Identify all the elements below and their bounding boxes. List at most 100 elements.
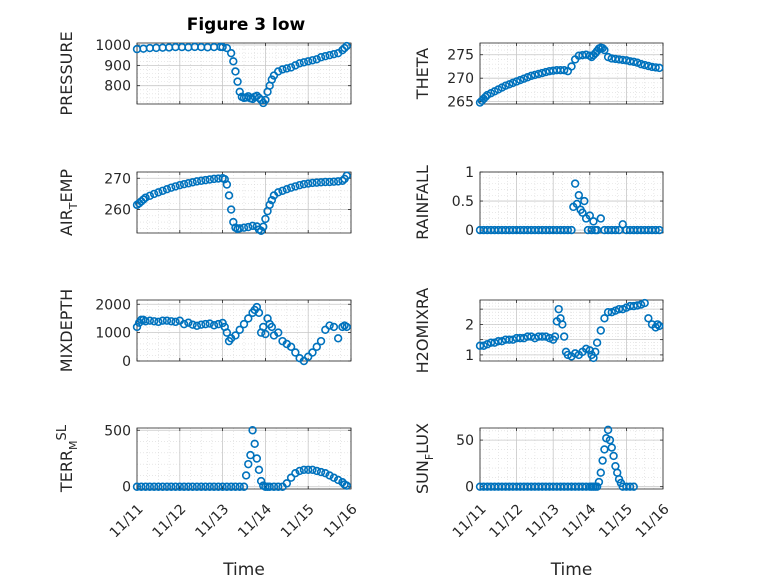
- data-point: [291, 182, 300, 191]
- data-point: [567, 62, 576, 71]
- data-point: [598, 456, 607, 465]
- x-axis-label: Time: [550, 560, 593, 580]
- subplot-rainfall: 0 0.5 1 RAINFALL: [413, 165, 664, 240]
- data-point: [222, 482, 232, 491]
- data-point: [572, 199, 582, 209]
- subplot-pressure: 800 900 1000 PRESSURE: [57, 31, 352, 116]
- data-point: [578, 208, 587, 217]
- data-point: [308, 465, 317, 474]
- data-point: [585, 346, 594, 355]
- data-point: [252, 454, 262, 463]
- data-point: [312, 342, 321, 352]
- data-point: [154, 188, 163, 197]
- data-point: [145, 316, 155, 325]
- data-point: [286, 342, 296, 352]
- data-point: [184, 179, 193, 188]
- data-point: [274, 482, 283, 491]
- data-point: [636, 59, 646, 69]
- data-point: [618, 220, 627, 229]
- data-point: [516, 333, 525, 343]
- data-point: [299, 180, 309, 189]
- y-axis-label: H2OMIXRA: [413, 288, 432, 374]
- data-point: [609, 451, 618, 461]
- data-point: [295, 59, 304, 68]
- y-tick-label: 265: [447, 95, 474, 111]
- subplot-air_temp: 260 270 AIRTEMP: [57, 169, 352, 236]
- y-axis-label: PRESSURE: [57, 31, 76, 115]
- data-point: [233, 77, 242, 86]
- data-point: [235, 482, 244, 491]
- data-point: [530, 70, 540, 80]
- data-point: [291, 348, 300, 357]
- data-point: [295, 466, 304, 476]
- data-point: [596, 326, 605, 335]
- data-point: [505, 335, 514, 344]
- data-point: [254, 308, 264, 317]
- data-point: [550, 332, 560, 341]
- subplot-mixdepth: 0 1000 2000 MIXDEPTH: [57, 289, 352, 372]
- y-axis-label-text: SUN: [413, 460, 432, 494]
- data-point: [538, 68, 547, 78]
- data-point: [574, 191, 584, 200]
- data-point: [184, 318, 193, 327]
- data-point: [282, 479, 291, 488]
- data-point: [209, 174, 219, 184]
- y-axis-label-text: H2OMIXRA: [413, 288, 432, 374]
- data-point: [259, 222, 268, 231]
- data-point: [570, 179, 580, 188]
- data-point: [633, 301, 642, 310]
- data-point: [192, 177, 202, 186]
- data-point: [486, 338, 496, 347]
- data-point: [231, 67, 240, 76]
- y-axis-label: SUNFLUX: [413, 423, 436, 494]
- data-point: [589, 217, 598, 226]
- y-axis-label-suffix: EMP: [57, 169, 76, 203]
- data-point: [587, 225, 596, 235]
- data-point: [158, 482, 167, 491]
- data-point: [132, 482, 142, 491]
- data-point: [267, 195, 277, 205]
- data-point: [179, 482, 189, 491]
- data-point: [329, 322, 339, 332]
- data-point: [308, 178, 317, 188]
- y-axis-label-subscript: T: [67, 202, 80, 210]
- data-point: [567, 225, 576, 235]
- data-point: [329, 177, 339, 186]
- y-axis-label-subscript: M: [67, 440, 80, 450]
- data-point: [563, 225, 573, 235]
- data-point: [224, 191, 234, 200]
- data-point: [554, 304, 563, 314]
- axes-frame: [479, 42, 664, 105]
- data-point: [179, 180, 189, 189]
- data-point: [226, 48, 236, 58]
- data-point: [534, 69, 543, 79]
- data-point: [580, 196, 589, 206]
- data-point: [321, 177, 330, 187]
- data-point: [149, 482, 159, 491]
- data-point: [175, 482, 185, 491]
- data-point: [184, 482, 193, 491]
- data-point: [261, 329, 270, 339]
- y-axis-label-text: AIR: [57, 209, 76, 236]
- y-axis-label-suffix: LUX: [413, 423, 432, 454]
- data-point: [141, 482, 150, 491]
- data-point: [342, 322, 351, 332]
- data-point: [229, 57, 238, 66]
- data-point: [585, 211, 594, 220]
- data-point: [655, 321, 664, 331]
- x-tick-label: 11/16: [321, 501, 361, 541]
- data-point: [197, 176, 206, 185]
- data-point: [651, 63, 660, 72]
- data-point: [226, 482, 236, 491]
- data-point: [231, 331, 240, 340]
- y-tick-label: 1000: [95, 38, 131, 54]
- y-tick-label: 0: [122, 480, 131, 496]
- data-point: [607, 443, 616, 452]
- data-point: [149, 317, 159, 326]
- y-axis-label: TERRMSL: [55, 424, 80, 493]
- y-tick-label: 2: [465, 317, 474, 333]
- data-point: [179, 319, 189, 329]
- data-point: [167, 482, 176, 491]
- x-tick-label: 11/14: [235, 501, 275, 541]
- data-point: [226, 205, 236, 214]
